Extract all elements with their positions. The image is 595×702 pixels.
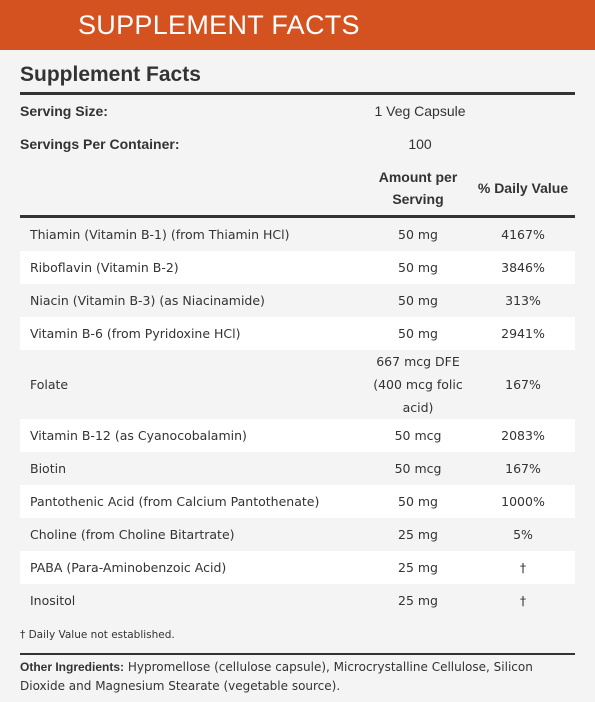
daily-value: 2083% bbox=[501, 428, 545, 443]
serving-size: Serving Size: 1 Veg Capsule bbox=[20, 95, 575, 128]
amount: 50 mg bbox=[398, 260, 438, 275]
nutrient-name: Inositol bbox=[30, 593, 76, 608]
header-title: SUPPLEMENT FACTS bbox=[0, 0, 595, 50]
label: Other Ingredients: bbox=[20, 660, 125, 674]
nutrient-row: PABA (Para-Aminobenzoic Acid) 25 mg † bbox=[20, 551, 575, 584]
nutrient-row: Folate 667 mcg DFE (400 mcg folic acid) 16… bbox=[20, 350, 575, 419]
nutrient-name: PABA (Para-Aminobenzoic Acid) bbox=[30, 560, 227, 575]
nutrient-rows: Thiamin (Vitamin B-1) (from Thiamin HCl)… bbox=[20, 218, 575, 617]
nutrient-row: Biotin 50 mcg 167% bbox=[20, 452, 575, 485]
text: Hypromellose (cellulose capsule), Microc… bbox=[20, 660, 533, 693]
nutrient-name: Choline (from Choline Bitartrate) bbox=[30, 527, 235, 542]
servings-per-container: Servings Per Container: 100 bbox=[20, 128, 575, 161]
daily-value: 313% bbox=[505, 293, 541, 308]
daily-value: 3846% bbox=[501, 260, 545, 275]
nutrient-row: Pantothenic Acid (from Calcium Pantothen… bbox=[20, 485, 575, 518]
nutrient-name: Pantothenic Acid (from Calcium Pantothen… bbox=[30, 494, 320, 509]
value: 100 bbox=[408, 136, 432, 152]
amount: 50 mg bbox=[398, 326, 438, 341]
footnote: † Daily Value not established. bbox=[20, 617, 575, 655]
nutrient-row: Niacin (Vitamin B-3) (as Niacinamide) 50 … bbox=[20, 284, 575, 317]
amount: 50 mcg bbox=[394, 428, 442, 443]
amount: 25 mg bbox=[398, 527, 438, 542]
nutrient-row: Vitamin B-6 (from Pyridoxine HCl) 50 mg 29… bbox=[20, 317, 575, 350]
nutrient-row: Choline (from Choline Bitartrate) 25 mg 5% bbox=[20, 518, 575, 551]
amount: 667 mcg DFE (400 mcg folic acid) bbox=[373, 354, 463, 415]
nutrient-name: Folate bbox=[30, 377, 69, 392]
daily-value: † bbox=[519, 560, 527, 575]
daily-value: 167% bbox=[505, 461, 541, 476]
nutrient-row: Inositol 25 mg † bbox=[20, 584, 575, 617]
daily-value: 4167% bbox=[501, 227, 545, 242]
daily-value: 2941% bbox=[501, 326, 545, 341]
nutrient-row: Riboflavin (Vitamin B-2) 50 mg 3846% bbox=[20, 251, 575, 284]
daily-value-header: % Daily Value bbox=[477, 180, 569, 196]
nutrient-name: Vitamin B-12 (as Cyanocobalamin) bbox=[30, 428, 247, 443]
amount: 50 mcg bbox=[394, 461, 442, 476]
label: Servings Per Container: bbox=[20, 136, 180, 152]
facts-panel: Supplement Facts Serving Size: 1 Veg Cap… bbox=[20, 50, 575, 696]
nutrient-row: Vitamin B-12 (as Cyanocobalamin) 50 mcg 20… bbox=[20, 419, 575, 452]
daily-value: 5% bbox=[513, 527, 533, 542]
amount: 50 mg bbox=[398, 227, 438, 242]
nutrient-name: Biotin bbox=[30, 461, 66, 476]
amount: 25 mg bbox=[398, 560, 438, 575]
nutrient-row: Thiamin (Vitamin B-1) (from Thiamin HCl)… bbox=[20, 218, 575, 251]
daily-value: 167% bbox=[505, 377, 541, 392]
nutrient-name: Riboflavin (Vitamin B-2) bbox=[30, 260, 179, 275]
daily-value: † bbox=[519, 593, 527, 608]
daily-value: 1000% bbox=[501, 494, 545, 509]
label: Serving Size: bbox=[20, 103, 108, 119]
nutrient-name: Vitamin B-6 (from Pyridoxine HCl) bbox=[30, 326, 241, 341]
nutrient-name: Niacin (Vitamin B-3) (as Niacinamide) bbox=[30, 293, 265, 308]
other-ingredients: Other Ingredients: Hypromellose (cellulo… bbox=[20, 655, 575, 696]
amount: 50 mg bbox=[398, 293, 438, 308]
panel-title: Supplement Facts bbox=[20, 50, 575, 95]
nutrient-name: Thiamin (Vitamin B-1) (from Thiamin HCl) bbox=[30, 227, 290, 242]
column-header: Amount per Serving % Daily Value bbox=[20, 161, 575, 218]
value: 1 Veg Capsule bbox=[374, 103, 466, 119]
amount: 25 mg bbox=[398, 593, 438, 608]
amount: 50 mg bbox=[398, 494, 438, 509]
amount-header: Amount per Serving bbox=[378, 169, 458, 207]
